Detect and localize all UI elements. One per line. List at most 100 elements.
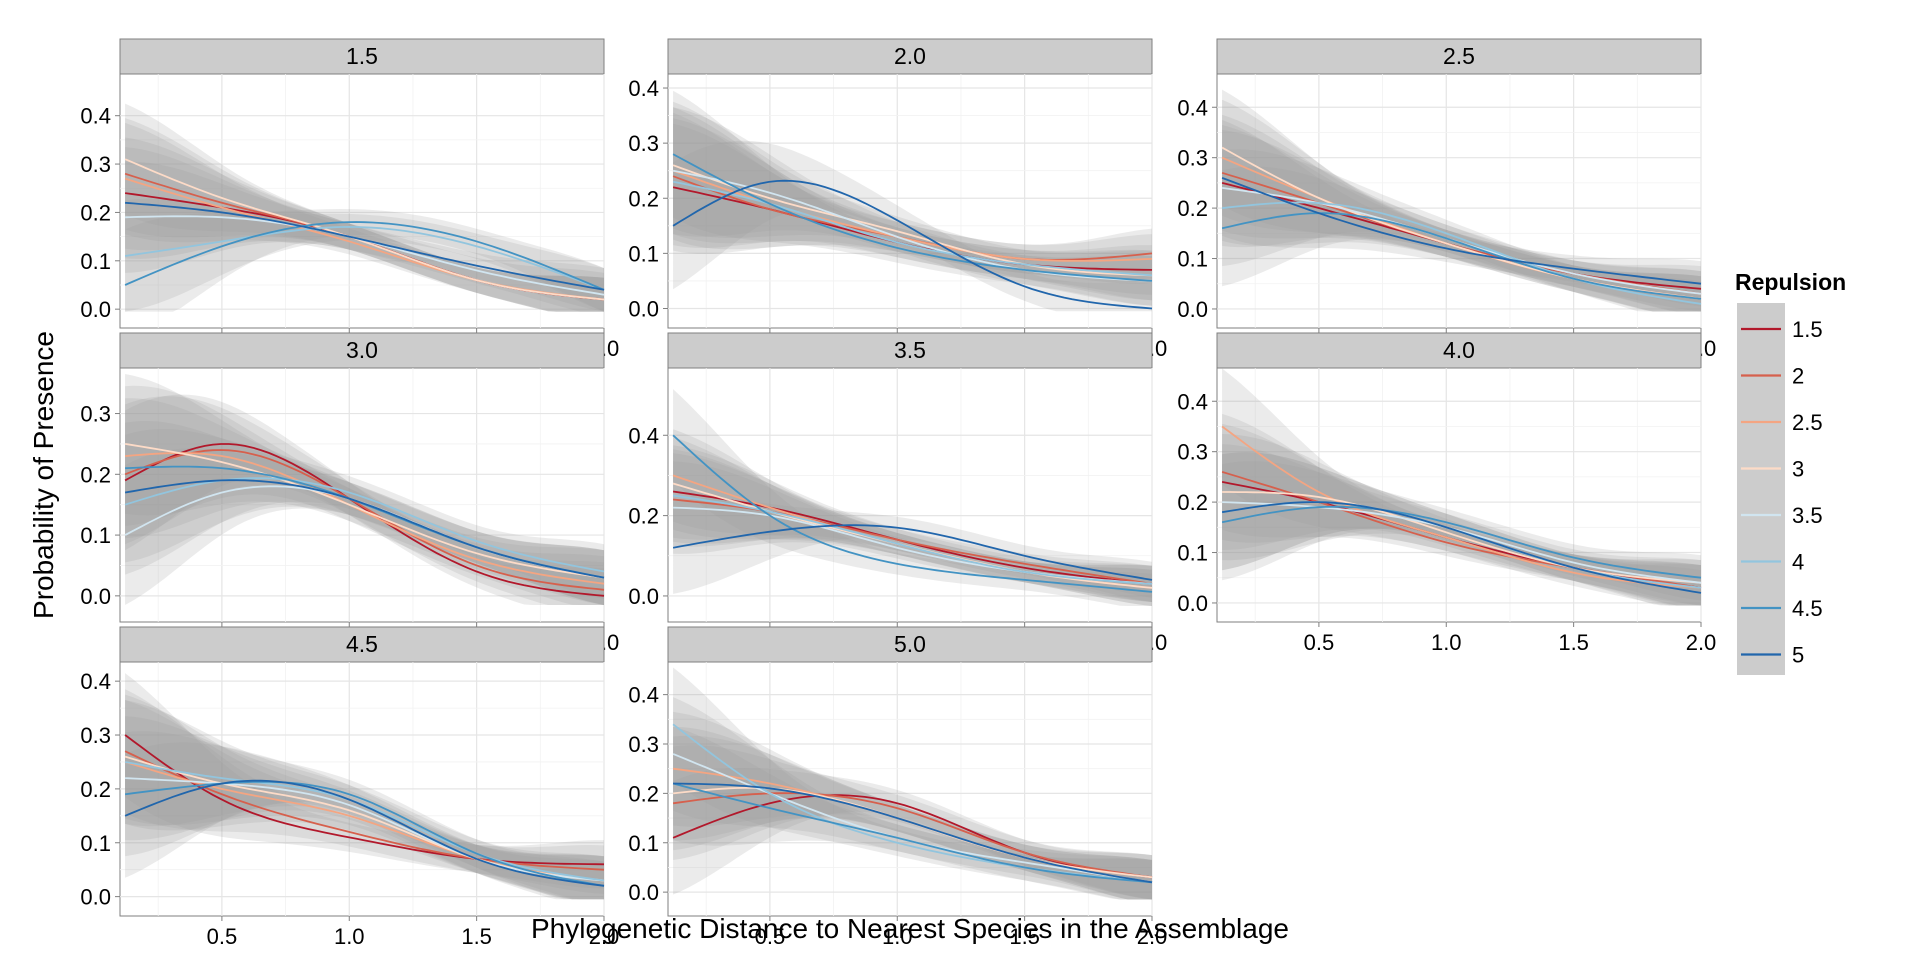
y-axis-label: Probability of Presence — [28, 331, 59, 619]
y-tick-label: 0.1 — [628, 241, 659, 266]
series-line-4-5 — [1221, 212, 1702, 300]
series-line-2-5 — [1221, 425, 1702, 589]
confidence-band — [673, 123, 1152, 295]
x-tick-label: 0.5 — [755, 924, 786, 949]
confidence-band — [125, 394, 604, 605]
grid-lines — [668, 662, 1153, 916]
series-line-4-5 — [672, 153, 1153, 282]
y-axis: 0.0 0.1 0.2 0.3 — [80, 402, 120, 609]
confidence-band — [125, 716, 604, 900]
series-line-1-5 — [124, 734, 605, 866]
series-lines — [1221, 425, 1702, 594]
confidence-band — [125, 673, 604, 889]
confidence-band — [125, 396, 604, 605]
x-axis: 0.5 1.0 1.5 2.0 — [755, 916, 1168, 949]
x-tick-label: 1.5 — [1558, 630, 1589, 655]
confidence-bands — [673, 90, 1152, 312]
legend-label: 4.5 — [1792, 596, 1823, 621]
y-axis: 0.0 0.1 0.2 0.3 0.4 — [628, 76, 668, 321]
confidence-band — [125, 147, 604, 312]
series-line-4-5 — [1221, 505, 1702, 579]
y-tick-label: 0.0 — [1177, 591, 1208, 616]
x-tick-label: 1.5 — [461, 924, 492, 949]
confidence-band — [673, 697, 1152, 900]
confidence-band — [125, 161, 604, 312]
series-line-4 — [124, 477, 605, 573]
y-tick-label: 0.3 — [1177, 146, 1208, 171]
y-tick-label: 0.1 — [628, 831, 659, 856]
series-line-4 — [124, 225, 605, 291]
confidence-band — [125, 118, 604, 312]
y-axis: 0.0 0.1 0.2 0.3 0.4 — [1177, 389, 1217, 616]
legend-item: 2.5 — [1741, 410, 1823, 435]
confidence-band — [125, 398, 604, 605]
confidence-band — [125, 700, 604, 900]
y-axis: 0.0 0.1 0.2 0.3 0.4 — [628, 683, 668, 905]
legend-label: 4 — [1792, 550, 1804, 575]
y-tick-label: 0.3 — [628, 131, 659, 156]
confidence-band — [1222, 119, 1701, 307]
confidence-band — [673, 101, 1152, 301]
confidence-band — [1222, 89, 1701, 312]
y-tick-label: 0.0 — [80, 885, 111, 910]
series-line-3 — [1222, 491, 1702, 584]
facet-strip — [119, 626, 605, 663]
series-line-3-5 — [125, 777, 605, 882]
series-line-4-5 — [672, 782, 1153, 884]
facet-panel: 3.00.00.10.20.30.51.01.52.0 — [80, 332, 619, 655]
series-line-4-5 — [124, 221, 605, 291]
confidence-band — [673, 498, 1152, 598]
series-line-2 — [124, 449, 605, 591]
series-line-4-5 — [672, 434, 1153, 593]
y-tick-label: 0.4 — [80, 104, 111, 129]
facet-panel: 5.0 0.0 0.1 0.2 0.3 0.4 0.5 1.0 1.5 2.0 — [628, 626, 1168, 949]
x-tick-label: 1.0 — [1431, 630, 1462, 655]
series-line-3 — [124, 443, 605, 579]
confidence-band — [673, 726, 1152, 900]
y-tick-label: 0.4 — [80, 669, 111, 694]
series-lines — [124, 443, 605, 597]
plot-area — [1216, 73, 1702, 329]
x-tick-label: 1.0 — [334, 924, 365, 949]
legend-item: 3 — [1741, 457, 1804, 482]
facet-strip-label: 3.0 — [346, 337, 378, 363]
series-lines — [124, 158, 605, 301]
x-tick-label: 2.0 — [589, 924, 620, 949]
x-tick-label: 0.5 — [1304, 630, 1335, 655]
legend-item: 3.5 — [1741, 503, 1823, 528]
series-lines — [1221, 146, 1702, 305]
x-tick-label: 1.5 — [1009, 924, 1040, 949]
facet-strip — [119, 38, 605, 75]
confidence-band — [673, 107, 1152, 306]
facet-strip — [667, 38, 1153, 75]
legend-key-background — [1737, 303, 1785, 675]
confidence-band — [125, 209, 604, 312]
y-tick-label: 0.2 — [628, 781, 659, 806]
legend-label: 2.5 — [1792, 410, 1823, 435]
confidence-band — [1222, 129, 1701, 312]
x-axis: 0.5 1.0 1.5 2.0 — [1304, 622, 1716, 655]
y-tick-label: 0.0 — [80, 297, 111, 322]
x-tick-label: 2.0 — [1137, 924, 1168, 949]
y-tick-label: 0.4 — [628, 683, 659, 708]
series-line-3-5 — [672, 169, 1153, 282]
grid-lines — [668, 74, 1153, 328]
y-tick-label: 0.1 — [80, 249, 111, 274]
series-line-5 — [1221, 177, 1702, 285]
confidence-band — [673, 445, 1152, 602]
facet-strip — [1216, 38, 1702, 75]
series-line-1-5 — [124, 443, 605, 597]
series-lines — [672, 723, 1153, 884]
series-line-5 — [124, 779, 605, 887]
y-tick-label: 0.1 — [80, 523, 111, 548]
y-axis: 0.0 0.1 0.2 0.3 0.4 — [80, 669, 120, 910]
series-line-5 — [672, 179, 1153, 310]
plot-area — [667, 73, 1153, 329]
facet-panel: 2.00.00.10.20.30.40.51.01.52.0 — [628, 38, 1167, 361]
plot-area — [119, 367, 605, 623]
y-tick-label: 0.3 — [80, 152, 111, 177]
legend-items: 1.5 2 2.5 3 3.5 4 4.5 5 — [1741, 317, 1823, 668]
y-tick-label: 0.2 — [80, 462, 111, 487]
y-tick-label: 0.0 — [628, 296, 659, 321]
facet-panel: 1.50.00.10.20.30.40.51.01.52.0 — [80, 38, 619, 361]
